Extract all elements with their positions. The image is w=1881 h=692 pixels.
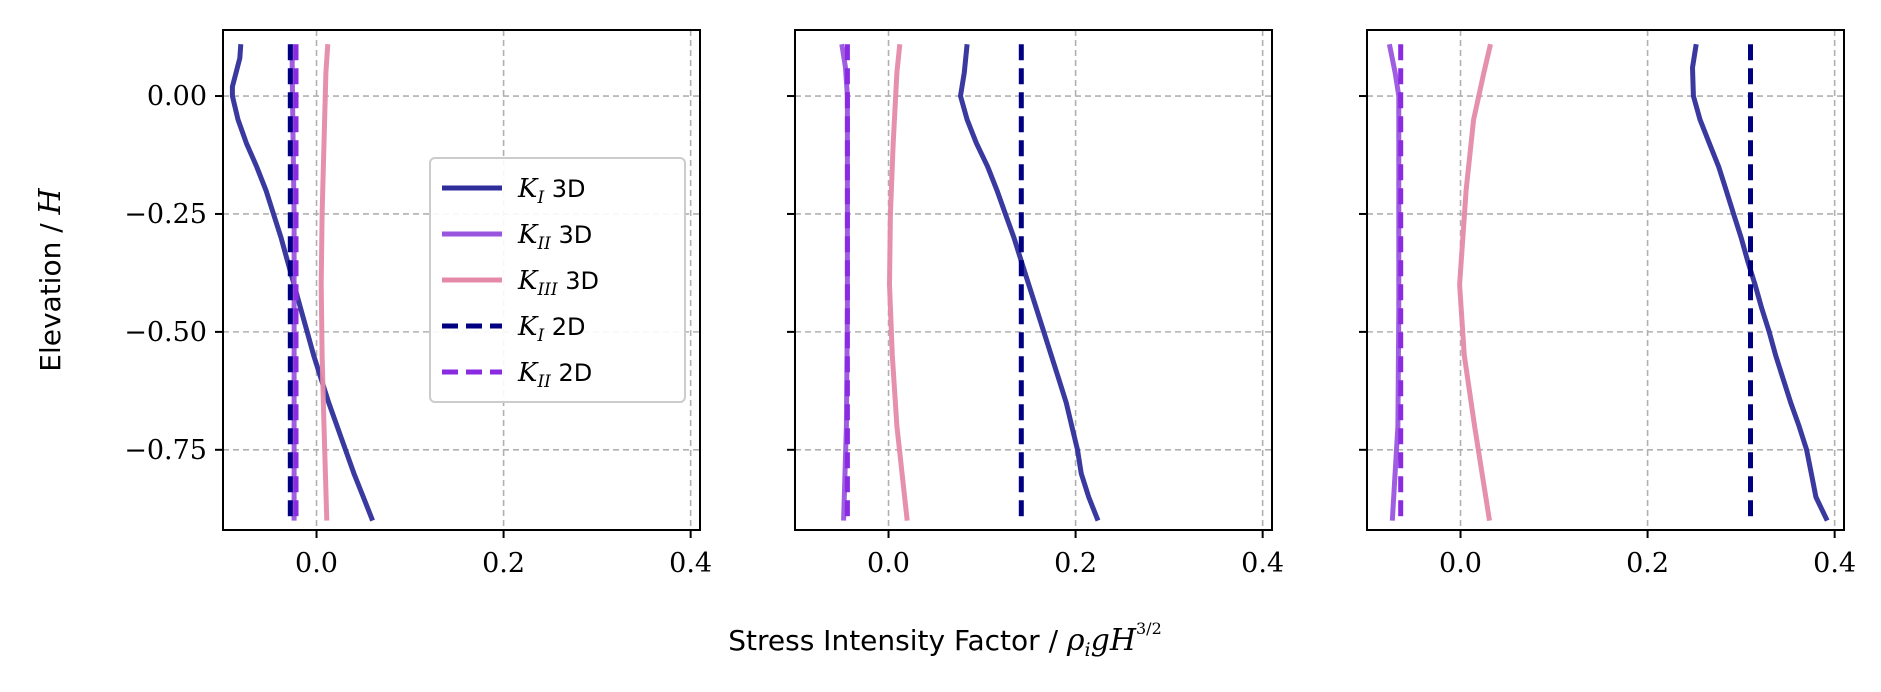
panel-2: 0.0 0.2 0.4 xyxy=(787,29,1284,579)
y-tick-label: 0.00 xyxy=(147,81,207,112)
legend-box xyxy=(429,157,686,403)
series-line-kiii-3d xyxy=(318,44,331,521)
axes-frame xyxy=(1366,29,1845,531)
legend-label: KI 3D xyxy=(517,174,586,208)
legend-label: KII 3D xyxy=(517,220,592,254)
legend-label: KI 2D xyxy=(517,312,586,346)
x-tick-label: 0.4 xyxy=(1813,548,1856,579)
series-line-kii-3d xyxy=(839,43,850,521)
axes-frame xyxy=(222,29,701,531)
series-line-ki-3d xyxy=(1690,43,1830,522)
x-tick-label: 0.2 xyxy=(482,548,525,579)
x-axis-label: Stress Intensity Factor / ρigH3/2 xyxy=(728,619,1162,661)
x-tick-label: 0.0 xyxy=(867,548,910,579)
legend: KI 3D KII 3D KIII 3D KI 2D KII 2D xyxy=(429,157,686,403)
x-tick-label: 0.4 xyxy=(669,548,712,579)
x-tick-label: 0.0 xyxy=(1439,548,1482,579)
panel-3: 0.0 0.2 0.4 xyxy=(1359,29,1856,579)
y-tick-label: −0.75 xyxy=(124,435,207,466)
legend-label: KII 2D xyxy=(517,358,592,392)
y-axis-label: Elevation / H xyxy=(33,187,68,371)
axes-frame xyxy=(794,29,1273,531)
series-line-kii-3d xyxy=(289,44,297,521)
panel-1: 0.0 0.2 0.4 0.00 −0.25 −0.50 −0.75 xyxy=(124,29,712,579)
x-tick-label: 0.4 xyxy=(1241,548,1284,579)
legend-label: KIII 3D xyxy=(517,266,599,300)
panels: 0.0 0.2 0.40.00−0.25−0.50−0.750.0 0.2 0.4 0.0… xyxy=(124,29,1856,579)
series-line-kiii-3d xyxy=(1457,43,1493,521)
x-tick-label: 0.2 xyxy=(1054,548,1097,579)
y-tick-label: −0.50 xyxy=(124,317,207,348)
series-line-ki-3d xyxy=(229,44,375,522)
series-line-kiii-3d xyxy=(887,43,910,521)
series-line-ki-3d xyxy=(958,43,1101,522)
y-tick-label: −0.25 xyxy=(124,199,207,230)
x-tick-label: 0.0 xyxy=(295,548,338,579)
x-tick-label: 0.2 xyxy=(1626,548,1669,579)
